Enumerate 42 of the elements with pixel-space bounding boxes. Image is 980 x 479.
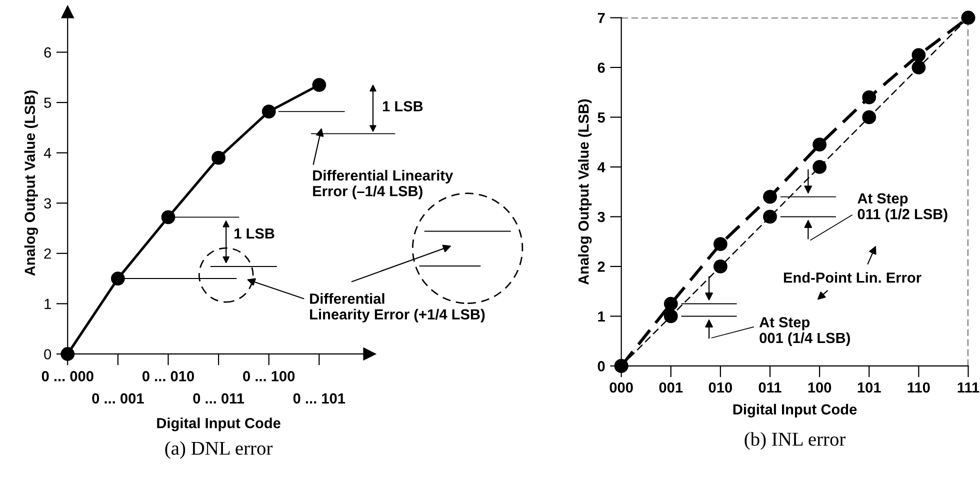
- y-tick-label: 6: [598, 62, 605, 73]
- x-tick-label: 100: [808, 382, 832, 393]
- text: (a) DNL error: [165, 441, 273, 459]
- y-tick-label: 6: [44, 47, 52, 58]
- y-axis-title: Analog Output Value (LSB): [578, 99, 592, 285]
- y-tick-label: 3: [598, 212, 605, 222]
- x-axis-title: Digital Input Code: [157, 418, 280, 432]
- y-tick-label: 0: [44, 349, 52, 360]
- x-tick-label: 011: [758, 382, 782, 393]
- annotation: Differential Linearity Error (+1/4 LSB): [310, 293, 485, 322]
- x-tick-label: 000: [610, 382, 633, 393]
- text: (b) INL error: [744, 432, 846, 450]
- y-tick-label: 0: [598, 361, 605, 372]
- x-tick-label: 0 ... 100: [243, 371, 295, 382]
- y-tick-label: 5: [44, 98, 52, 108]
- annotation: At Step 011 (1/2 LSB): [858, 193, 948, 222]
- y-tick-label: 1: [598, 311, 605, 322]
- x-tick-label: 101: [858, 382, 881, 393]
- text: 1 LSB: [382, 101, 423, 112]
- y-tick-label: 3: [44, 198, 52, 209]
- x-tick-label: 0 ... 000: [42, 371, 94, 382]
- y-axis-title: Analog Output Value (LSB): [24, 90, 38, 276]
- x-tick-label: 0 ... 001: [92, 393, 144, 404]
- y-tick-label: 4: [597, 162, 606, 172]
- y-tick-label: 2: [44, 248, 51, 259]
- annotation: Differential Linearity Error (–1/4 LSB): [313, 170, 454, 200]
- x-tick-label: 0 ... 011: [193, 393, 244, 404]
- x-axis-title: Digital Input Code: [733, 404, 857, 418]
- annotation: At Step 001 (1/4 LSB): [759, 317, 850, 346]
- x-tick-label: 0 ... 101: [293, 393, 346, 404]
- annotation: 1 LSB: [234, 228, 274, 239]
- y-tick-label: 2: [598, 262, 605, 272]
- y-tick-label: 4: [44, 148, 52, 158]
- y-tick-label: 7: [598, 12, 605, 24]
- x-tick-label: 010: [708, 382, 732, 393]
- x-tick-label: 111: [958, 382, 980, 392]
- x-tick-label: 0 ... 010: [142, 371, 194, 382]
- annotation: End-Point Lin. Error: [784, 272, 922, 283]
- x-tick-label: 001: [659, 382, 683, 393]
- x-tick-label: 110: [908, 382, 930, 393]
- y-tick-label: 5: [598, 112, 605, 123]
- y-tick-label: 1: [44, 298, 51, 309]
